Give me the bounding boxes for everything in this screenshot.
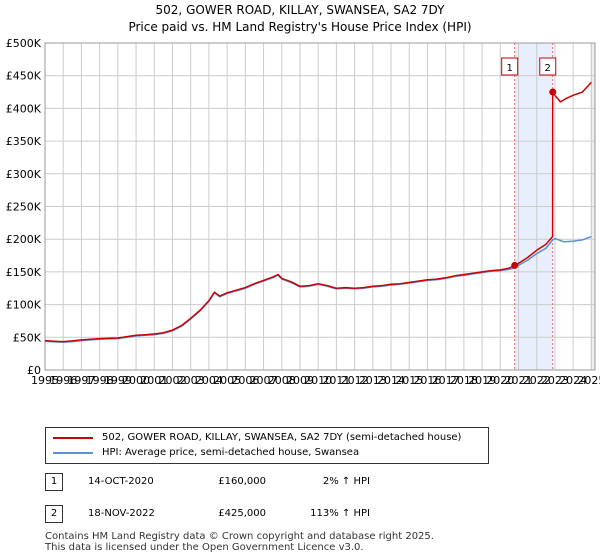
legend-label-hpi: HPI: Average price, semi-detached house,… bbox=[102, 447, 360, 458]
x-tick-label: 2018 bbox=[450, 374, 478, 387]
x-tick-label: 2011 bbox=[322, 374, 350, 387]
x-tick-label: 2003 bbox=[177, 374, 205, 387]
x-tick-label: 2000 bbox=[122, 374, 150, 387]
transaction-1-date: 14-OCT-2020 bbox=[88, 476, 154, 487]
chart-title-line2: Price paid vs. HM Land Registry's House … bbox=[128, 20, 472, 34]
y-tick-label: £500K bbox=[6, 37, 42, 50]
transaction-row-2: 2 18-NOV-2022 £425,000 113% ↑ HPI bbox=[0, 505, 600, 523]
x-tick-label: 2016 bbox=[413, 374, 441, 387]
transaction-2-badge-label: 2 bbox=[545, 63, 551, 74]
legend-item-property: 502, GOWER ROAD, KILLAY, SWANSEA, SA2 7D… bbox=[46, 431, 486, 445]
y-tick-label: £450K bbox=[6, 70, 42, 83]
y-tick-label: £300K bbox=[6, 168, 42, 181]
chart-title-line1: 502, GOWER ROAD, KILLAY, SWANSEA, SA2 7D… bbox=[155, 3, 445, 17]
property-line bbox=[44, 81, 592, 343]
x-tick-label: 2020 bbox=[486, 374, 514, 387]
x-tick-label: 2001 bbox=[140, 374, 168, 387]
y-tick-label: £150K bbox=[6, 266, 42, 279]
y-tick-label: £200K bbox=[6, 233, 42, 246]
transaction-2-hpi: 113% ↑ HPI bbox=[310, 508, 370, 519]
footer-line-1: Contains HM Land Registry data © Crown c… bbox=[45, 531, 434, 542]
x-tick-label: 2007 bbox=[250, 374, 278, 387]
x-tick-label: 2014 bbox=[377, 374, 405, 387]
x-tick-label: 2002 bbox=[158, 374, 186, 387]
transaction-2-badge bbox=[539, 57, 557, 76]
y-tick-label: £50K bbox=[13, 331, 42, 344]
y-tick-label: £400K bbox=[6, 102, 42, 115]
chart-legend: 502, GOWER ROAD, KILLAY, SWANSEA, SA2 7D… bbox=[45, 427, 489, 464]
transaction-2-date: 18-NOV-2022 bbox=[88, 508, 155, 519]
x-tick-label: 1996 bbox=[49, 374, 77, 387]
x-tick-label: 2004 bbox=[195, 374, 223, 387]
x-tick-label: 2013 bbox=[359, 374, 387, 387]
transaction-1-point bbox=[511, 261, 519, 269]
x-tick-label: 1997 bbox=[67, 374, 95, 387]
x-tick-label: 2023 bbox=[541, 374, 569, 387]
y-tick-label: £100K bbox=[6, 299, 42, 312]
price-chart: £0 £50K £100K £150K £200K £250K £300K £350K £400… bbox=[6, 37, 600, 387]
x-tick-label: 2017 bbox=[432, 374, 460, 387]
x-tick-label: 2005 bbox=[213, 374, 241, 387]
x-tick-label: 2021 bbox=[505, 374, 533, 387]
x-tick-label: 2006 bbox=[231, 374, 259, 387]
x-tick-label: 2015 bbox=[395, 374, 423, 387]
transaction-2-marker: 2 bbox=[45, 505, 63, 523]
transaction-2-point bbox=[549, 88, 557, 96]
x-tick-label: 2022 bbox=[523, 374, 551, 387]
transaction-1-badge-label: 1 bbox=[506, 63, 512, 74]
transaction-1-badge bbox=[501, 57, 519, 76]
transaction-row-1: 1 14-OCT-2020 £160,000 2% ↑ HPI bbox=[0, 473, 600, 491]
x-tick-label: 2010 bbox=[304, 374, 332, 387]
y-tick-label: £250K bbox=[6, 201, 42, 214]
footer-line-2: This data is licensed under the Open Gov… bbox=[45, 542, 364, 553]
legend-label-property: 502, GOWER ROAD, KILLAY, SWANSEA, SA2 7D… bbox=[102, 432, 462, 443]
transaction-1-price: £160,000 bbox=[218, 476, 266, 487]
transaction-1-marker: 1 bbox=[45, 473, 63, 491]
transaction-2-price: £425,000 bbox=[218, 508, 266, 519]
x-tick-label: 1995 bbox=[31, 374, 59, 387]
plot-frame bbox=[44, 42, 596, 371]
legend-swatch-hpi bbox=[53, 452, 93, 454]
x-tick-label: 2012 bbox=[341, 374, 369, 387]
legend-item-hpi: HPI: Average price, semi-detached house,… bbox=[46, 446, 486, 460]
x-tick-label: 2024 bbox=[559, 374, 587, 387]
y-tick-label: £350K bbox=[6, 135, 42, 148]
transaction-1-hpi: 2% ↑ HPI bbox=[322, 476, 370, 487]
x-tick-label: 2025 bbox=[577, 374, 600, 387]
x-tick-label: 2008 bbox=[268, 374, 296, 387]
x-tick-label: 1999 bbox=[104, 374, 132, 387]
y-tick-label: £0 bbox=[27, 364, 41, 377]
x-tick-label: 1998 bbox=[86, 374, 114, 387]
legend-swatch-property bbox=[53, 437, 93, 439]
x-tick-label: 2019 bbox=[468, 374, 496, 387]
footer: Contains HM Land Registry data © Crown c… bbox=[45, 531, 434, 553]
x-tick-label: 2009 bbox=[286, 374, 314, 387]
